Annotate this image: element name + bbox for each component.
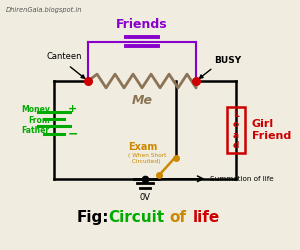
Text: −: −: [68, 127, 79, 140]
Text: L
o
a
d: L o a d: [233, 110, 239, 150]
Text: Summation of life: Summation of life: [210, 176, 274, 182]
Text: Me: Me: [132, 94, 153, 108]
Text: Exam: Exam: [128, 142, 157, 152]
Text: +: +: [68, 104, 77, 114]
Text: Friends: Friends: [116, 18, 168, 31]
Bar: [226, 107, 245, 153]
Text: 0V: 0V: [140, 194, 150, 202]
Text: DhirenGala.blogspot.in: DhirenGala.blogspot.in: [6, 6, 82, 12]
Text: of: of: [169, 210, 186, 226]
Text: Money
From
Father: Money From Father: [21, 105, 50, 135]
Text: Canteen: Canteen: [46, 52, 82, 62]
Text: Circuit: Circuit: [108, 210, 164, 226]
Text: ( When Short
  Circuited): ( When Short Circuited): [128, 153, 166, 164]
Text: Girl
Friend: Girl Friend: [251, 119, 291, 141]
Text: BUSY: BUSY: [214, 56, 242, 65]
Text: Fig:: Fig:: [77, 210, 109, 226]
Text: life: life: [193, 210, 220, 226]
